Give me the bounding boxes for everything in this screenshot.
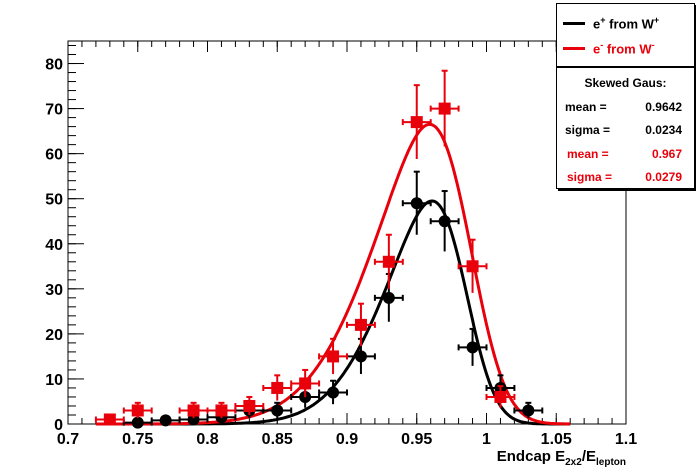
marker-circle — [438, 215, 451, 228]
marker-circle — [131, 416, 144, 429]
marker-circle — [522, 404, 535, 417]
marker-circle — [187, 413, 200, 426]
data-point — [262, 374, 293, 401]
data-point — [373, 233, 404, 289]
marker-square — [299, 377, 312, 390]
x-tick-label: 1 — [482, 431, 491, 448]
x-tick-label: 0.95 — [401, 431, 432, 448]
marker-circle — [410, 197, 423, 210]
y-tick-label: 70 — [45, 102, 63, 119]
data-point — [150, 414, 181, 427]
marker-circle — [327, 386, 340, 399]
x-tick-label: 1.05 — [541, 431, 572, 448]
stats-value: 0.967 — [651, 147, 682, 161]
marker-square — [131, 404, 144, 417]
marker-square — [494, 390, 507, 403]
fit-curves — [95, 122, 571, 426]
legend-line-red — [563, 46, 585, 50]
x-tick-label: 1.1 — [615, 431, 637, 448]
data-point — [429, 69, 460, 147]
marker-square — [215, 404, 228, 417]
marker-square — [382, 255, 395, 268]
x-tick-label: 0.75 — [122, 431, 153, 448]
stats-key: sigma = — [567, 170, 613, 184]
stats-key: sigma = — [565, 123, 611, 137]
marker-circle — [382, 291, 395, 304]
data-point — [178, 401, 209, 419]
data-point — [429, 190, 460, 252]
marker-square — [103, 413, 116, 426]
data-point — [94, 413, 125, 426]
legend: e+ from W+ e- from W- — [556, 3, 695, 67]
data-point — [401, 84, 432, 160]
fit-stats-box: Skewed Gaus: mean = 0.9642 sigma = 0.023… — [556, 67, 695, 189]
data-point — [346, 337, 376, 374]
y-tick-label: 20 — [45, 327, 63, 344]
marker-circle — [159, 414, 172, 427]
y-tick-label: 80 — [45, 57, 63, 74]
data-point — [457, 238, 488, 293]
data-point — [234, 395, 265, 415]
y-tick-label: 60 — [45, 147, 63, 164]
data-point — [513, 401, 544, 419]
data-point — [318, 379, 348, 405]
y-tick-label: 10 — [45, 372, 63, 389]
data-point — [122, 401, 153, 419]
x-tick-label: 0.85 — [262, 431, 293, 448]
legend-label-positron: e+ from W+ — [593, 14, 660, 32]
stats-row-red-sigma: sigma = 0.0279 — [557, 170, 694, 186]
marker-circle — [466, 341, 479, 354]
stats-key: mean = — [567, 147, 609, 161]
stats-value: 0.9642 — [645, 100, 682, 114]
stats-value: 0.0234 — [645, 123, 682, 137]
data-point — [485, 385, 516, 408]
marker-square — [466, 260, 479, 273]
axis-ticks — [67, 41, 627, 425]
data-point — [262, 401, 293, 419]
legend-line-black — [563, 21, 585, 25]
data-points — [94, 69, 544, 429]
legend-label-electron: e- from W- — [593, 39, 655, 57]
y-tick-label: 30 — [45, 282, 63, 299]
y-tick-label: 40 — [45, 237, 63, 254]
stats-row-black-mean: mean = 0.9642 — [557, 100, 694, 116]
marker-square — [327, 350, 340, 363]
axis-tick-labels: 0.7 0.75 0.8 0.85 0.9 0.95 1 1.05 1.1 0 10 20 30 40 50… — [45, 57, 637, 448]
marker-square — [243, 399, 256, 412]
marker-circle — [354, 350, 367, 363]
x-axis-title: Endcap E2x2/Elepton — [497, 448, 626, 468]
data-point — [206, 401, 237, 419]
stats-value: 0.0279 — [645, 170, 682, 184]
data-point — [290, 368, 321, 397]
marker-square — [271, 381, 284, 394]
stats-key: mean = — [565, 100, 607, 114]
marker-square — [438, 102, 451, 115]
stats-row-black-sigma: sigma = 0.0234 — [557, 123, 694, 139]
stats-title: Skewed Gaus: — [584, 76, 667, 90]
marker-square — [410, 116, 423, 129]
y-tick-label: 0 — [54, 417, 63, 434]
data-point — [346, 302, 376, 347]
fit-curve-red — [95, 122, 571, 426]
data-point — [318, 337, 348, 374]
marker-square — [354, 318, 367, 331]
data-point — [401, 170, 432, 235]
stats-row-red-mean: mean = 0.967 — [557, 147, 694, 163]
x-tick-label: 0.7 — [57, 431, 79, 448]
data-point — [457, 327, 488, 366]
x-tick-label: 0.8 — [196, 431, 218, 448]
legend-entry-electron: e- from W- — [563, 37, 655, 59]
legend-entry-positron: e+ from W+ — [563, 12, 659, 34]
y-tick-label: 50 — [45, 192, 63, 209]
x-tick-label: 0.9 — [336, 431, 358, 448]
data-point — [178, 413, 209, 426]
marker-square — [187, 404, 200, 417]
data-point — [122, 416, 153, 429]
marker-circle — [271, 404, 284, 417]
